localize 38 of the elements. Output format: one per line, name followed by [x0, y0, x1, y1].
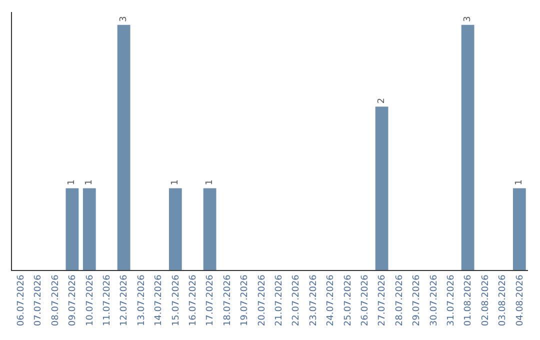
data-label: 1 — [204, 180, 215, 186]
x-tick-label: 30.07.2026 — [429, 274, 440, 326]
data-label: 1 — [67, 180, 78, 186]
data-label: 1 — [170, 180, 180, 186]
x-tick-label: 06.07.2026 — [16, 274, 27, 326]
x-tick-label: 03.08.2026 — [498, 274, 508, 326]
data-label: 1 — [84, 180, 94, 186]
x-tick-label: 26.07.2026 — [360, 274, 371, 326]
x-tick-label: 19.07.2026 — [240, 274, 250, 326]
x-tick-label: 01.08.2026 — [464, 274, 474, 326]
x-tick-label: 18.07.2026 — [222, 274, 233, 326]
x-tick-label: 16.07.2026 — [188, 274, 199, 326]
data-label: 1 — [514, 180, 524, 186]
x-tick-label: 22.07.2026 — [292, 274, 302, 326]
x-tick-label: 09.07.2026 — [68, 274, 78, 326]
x-tick-label: 24.07.2026 — [326, 274, 336, 326]
x-tick-label: 11.07.2026 — [102, 274, 113, 326]
x-tick-label: 12.07.2026 — [120, 274, 130, 326]
x-tick-label: 08.07.2026 — [50, 274, 61, 326]
x-tick-label: 21.07.2026 — [274, 274, 285, 326]
x-tick-label: 13.07.2026 — [136, 274, 147, 326]
x-tick-label: 02.08.2026 — [480, 274, 491, 326]
data-label: 3 — [118, 16, 129, 22]
data-label: 3 — [462, 16, 473, 22]
x-tick-label: 04.08.2026 — [515, 274, 526, 326]
x-tick-label: 31.07.2026 — [446, 274, 457, 326]
x-tick-label: 27.07.2026 — [378, 274, 388, 326]
x-tick-label: 15.07.2026 — [171, 274, 182, 326]
x-tick-label: 28.07.2026 — [394, 274, 405, 326]
x-tick-label: 14.07.2026 — [154, 274, 164, 326]
x-tick-label: 20.07.2026 — [257, 274, 268, 326]
x-tick-label: 23.07.2026 — [308, 274, 319, 326]
x-tick-label: 07.07.2026 — [34, 274, 44, 326]
data-label: 2 — [376, 98, 387, 104]
x-tick-label: 29.07.2026 — [412, 274, 422, 326]
x-tick-label: 10.07.2026 — [85, 274, 96, 326]
x-tick-label: 25.07.2026 — [343, 274, 354, 326]
x-tick-label: 17.07.2026 — [206, 274, 216, 326]
